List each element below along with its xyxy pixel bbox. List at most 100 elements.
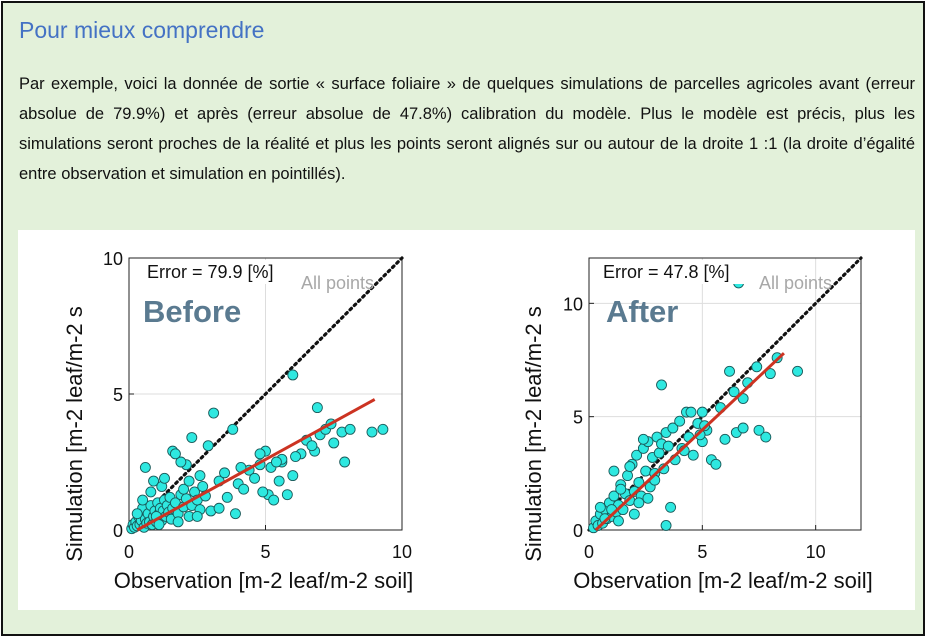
data-point (221, 491, 233, 503)
scatter-chart-after: 0 5 10 0 5 10 Error = 47.8 [%] All points After O… (521, 256, 873, 593)
data-point (287, 369, 299, 381)
data-point (186, 432, 198, 443)
data-point (660, 520, 672, 531)
x-tick-label: 0 (584, 542, 594, 562)
data-point (178, 483, 190, 495)
data-point (268, 494, 280, 506)
plot-area-border (128, 257, 403, 531)
data-point (339, 456, 351, 468)
data-point (608, 465, 620, 477)
data-point (273, 475, 285, 487)
x-axis-label: Observation [m-2 leaf/m-2 soil] (114, 568, 414, 593)
data-point (230, 508, 241, 520)
data-point (197, 481, 209, 492)
data-point (710, 458, 722, 470)
x-tick-label: 10 (806, 542, 826, 562)
error-text: Error = 47.8 [%] (603, 262, 730, 282)
data-point (172, 516, 184, 528)
data-point (366, 426, 378, 438)
data-point (633, 497, 645, 509)
plot-area-border (588, 257, 862, 531)
data-point (662, 440, 674, 452)
data-point (764, 368, 776, 380)
panel-label: Before (143, 294, 241, 329)
data-point (622, 470, 633, 482)
y-tick-label: 5 (113, 385, 123, 405)
data-point (637, 433, 649, 445)
data-point (667, 422, 679, 434)
data-point (139, 461, 151, 473)
data-point (608, 490, 620, 502)
data-point (213, 502, 225, 514)
x-tick-label: 5 (260, 542, 270, 562)
y-tick-label: 0 (573, 521, 583, 541)
data-point (656, 379, 667, 391)
legend-label: All points (301, 273, 374, 293)
data-point (169, 448, 181, 460)
x-tick-label: 0 (124, 542, 134, 562)
data-point (792, 365, 803, 377)
data-point (257, 486, 269, 498)
data-point (753, 424, 765, 436)
data-point (674, 415, 686, 427)
data-point (249, 472, 261, 484)
x-tick-label: 10 (392, 542, 412, 562)
data-point (306, 440, 318, 452)
data-point (624, 461, 636, 472)
panel-label: After (606, 294, 678, 329)
data-point (137, 494, 149, 506)
regression-line (594, 352, 785, 532)
data-point (760, 431, 772, 443)
error-text-bg (143, 260, 303, 284)
x-axis-label: Observation [m-2 leaf/m-2 soil] (573, 568, 873, 593)
data-point (148, 475, 160, 487)
data-point (615, 483, 627, 495)
data-point (737, 422, 749, 434)
identity-line (587, 256, 863, 532)
data-point (633, 476, 645, 488)
y-tick-label: 10 (103, 249, 123, 269)
data-point (311, 402, 323, 414)
data-point (653, 447, 665, 459)
y-axis-label: Simulation [m-2 leaf/m-2 s (62, 306, 87, 562)
x-tick-label: 5 (697, 542, 707, 562)
data-point (290, 451, 301, 463)
data-point (724, 365, 735, 377)
y-tick-label: 5 (573, 408, 583, 428)
error-text-bg (599, 260, 759, 284)
data-point (640, 465, 652, 477)
data-point (631, 449, 643, 461)
data-point (145, 486, 157, 498)
data-point (227, 423, 239, 435)
data-point (219, 467, 231, 479)
data-point (751, 361, 763, 373)
data-point (191, 510, 203, 522)
data-point (208, 407, 220, 419)
data-point (175, 456, 187, 468)
identity-line (127, 256, 404, 532)
data-point (685, 406, 697, 418)
data-point (159, 472, 170, 484)
legend-label: All points (759, 273, 832, 293)
data-point (270, 456, 282, 468)
data-point (183, 475, 195, 487)
data-point (238, 483, 250, 495)
data-point (194, 470, 206, 482)
data-point (281, 489, 293, 501)
y-axis-label: Simulation [m-2 leaf/m-2 s (521, 306, 546, 562)
data-point (687, 449, 699, 461)
data-point (287, 470, 299, 482)
data-point (728, 386, 740, 398)
data-point (613, 515, 624, 527)
data-point (131, 508, 143, 520)
data-point (628, 508, 640, 520)
data-point (344, 423, 356, 435)
regression-line (136, 398, 376, 532)
data-point (377, 423, 389, 435)
data-point (719, 433, 731, 445)
explanation-paragraph: Par exemple, voici la donnée de sortie «… (19, 75, 915, 183)
data-point (594, 501, 606, 513)
scatter-chart-before: 0 5 10 0 5 10 Error = 79.9 [%] All points Before… (62, 249, 413, 593)
data-point (696, 406, 708, 418)
